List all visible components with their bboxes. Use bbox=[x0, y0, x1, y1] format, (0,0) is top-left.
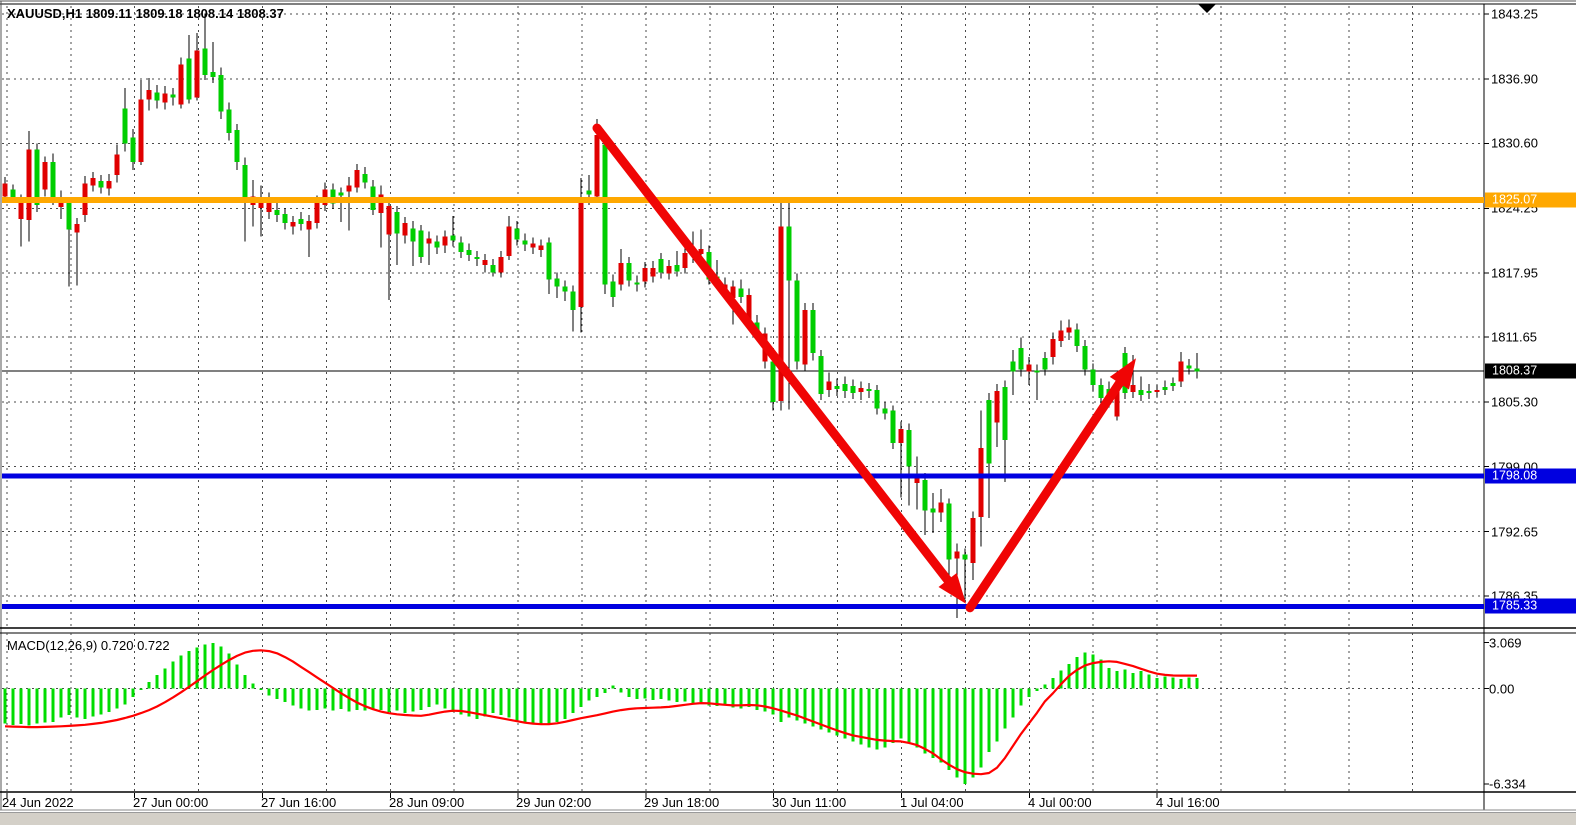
gridlines bbox=[2, 6, 1489, 792]
macd-axis-label: 0.00 bbox=[1489, 681, 1515, 697]
horizontal-level-lines[interactable] bbox=[2, 196, 1484, 609]
blue-level-badge-upper: 1798.08 bbox=[1485, 468, 1576, 484]
candlestick-series[interactable] bbox=[2, 13, 1200, 619]
trend-arrows[interactable] bbox=[592, 123, 1136, 613]
down-trend-arrow[interactable] bbox=[592, 123, 956, 590]
down-trend-arrow-head[interactable] bbox=[938, 572, 966, 604]
macd-indicator-label: MACD(12,26,9) 0.720 0.722 bbox=[7, 638, 170, 653]
price-axis-label: 1836.90 bbox=[1491, 71, 1538, 87]
chart-title: XAUUSD,H1 1809.11 1809.18 1808.14 1808.3… bbox=[7, 6, 284, 21]
time-axis-label: 4 Jul 00:00 bbox=[1028, 795, 1092, 810]
time-axis-label: 29 Jun 02:00 bbox=[516, 795, 592, 810]
time-axis-label: 27 Jun 00:00 bbox=[133, 795, 209, 810]
price-axis-label: 1817.95 bbox=[1491, 265, 1538, 281]
price-axis-label: 1811.65 bbox=[1491, 329, 1538, 345]
up-trend-arrow[interactable] bbox=[965, 373, 1128, 613]
macd-axis-label: -6.334 bbox=[1489, 776, 1526, 792]
blue-level-badge-lower: 1785.33 bbox=[1485, 598, 1576, 614]
time-axis-label: 28 Jun 09:00 bbox=[389, 795, 465, 810]
up-trend-arrow-head[interactable] bbox=[1109, 358, 1136, 390]
orange-level-badge: 1825.07 bbox=[1485, 192, 1576, 208]
time-axis-label: 30 Jun 11:00 bbox=[772, 795, 847, 810]
price-axis-label: 1830.60 bbox=[1491, 135, 1538, 151]
autoscroll-triangle[interactable] bbox=[1198, 4, 1216, 13]
price-axis-label: 1843.25 bbox=[1491, 6, 1538, 22]
price-axis-label: 1805.30 bbox=[1491, 394, 1538, 410]
time-axis-label: 1 Jul 04:00 bbox=[900, 795, 964, 810]
bid-price-badge: 1808.37 bbox=[1485, 363, 1576, 379]
time-axis-label: 27 Jun 16:00 bbox=[261, 795, 337, 810]
axis-ticks bbox=[6, 13, 1489, 798]
time-axis-label: 24 Jun 2022 bbox=[2, 795, 74, 810]
macd-axis-label: 3.069 bbox=[1489, 635, 1522, 650]
time-axis-label: 29 Jun 18:00 bbox=[644, 795, 720, 810]
macd-histogram bbox=[3, 642, 1199, 784]
macd-signal-line bbox=[4, 649, 1197, 776]
price-axis-label: 1792.65 bbox=[1491, 524, 1538, 540]
window-footer bbox=[0, 812, 1576, 825]
time-axis-label: 4 Jul 16:00 bbox=[1156, 795, 1220, 810]
